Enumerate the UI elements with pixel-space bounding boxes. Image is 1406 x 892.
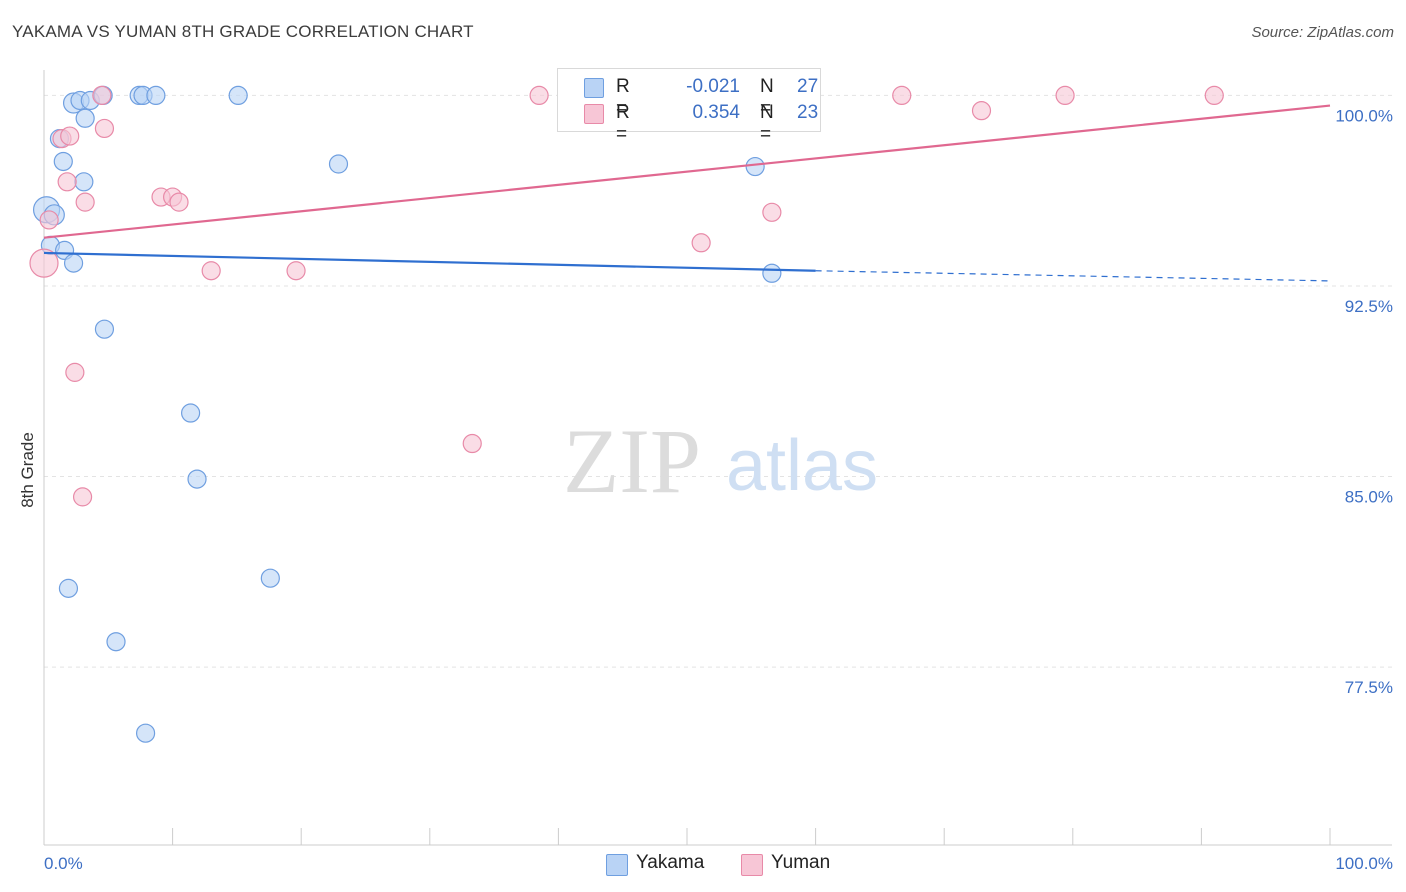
yuman-point xyxy=(57,172,77,192)
yuman-point xyxy=(94,118,115,139)
yuman-point xyxy=(39,210,59,230)
legend-r-value-yuman: 0.354 xyxy=(692,102,740,123)
yakama-point xyxy=(328,154,349,174)
yakama-point xyxy=(146,85,166,106)
legend-r-label: R = xyxy=(616,102,630,145)
y-tick-label: 77.5% xyxy=(1345,678,1393,697)
bottom-legend-swatch-yuman xyxy=(741,854,763,876)
y-axis-title: 8th Grade xyxy=(18,432,37,508)
yuman-point xyxy=(762,202,782,222)
legend-n-value-yakama: 27 xyxy=(797,76,819,97)
x-tick-label: 0.0% xyxy=(44,854,83,873)
yakama-point xyxy=(75,108,95,128)
yuman-trend-line xyxy=(43,104,1331,239)
yakama-point xyxy=(53,151,73,172)
grid-layer xyxy=(44,94,1392,668)
watermark-zip: ZIP xyxy=(563,410,701,512)
yakama-point xyxy=(94,319,115,339)
yakama-point xyxy=(58,578,79,598)
yuman-point xyxy=(529,85,549,106)
yuman-point xyxy=(72,487,93,507)
legend-r-label: R = xyxy=(616,76,630,119)
yuman-point xyxy=(75,192,95,212)
label-layer: 77.5% 85.0% 92.5% 100.0% 0.0% 100.0% xyxy=(44,106,1393,873)
yakama-point xyxy=(228,85,248,106)
yakama-point xyxy=(762,263,782,283)
yuman-point xyxy=(971,101,992,121)
legend-swatch-yakama xyxy=(584,78,604,98)
x-tick-label: 100.0% xyxy=(1335,854,1393,873)
yuman-point xyxy=(892,85,912,106)
points-layer xyxy=(29,85,1224,743)
y-tick-label: 85.0% xyxy=(1345,488,1393,507)
yuman-point xyxy=(29,248,59,278)
y-tick-label: 92.5% xyxy=(1345,297,1393,316)
legend-r-value-yakama: -0.021 xyxy=(686,76,740,97)
yuman-point xyxy=(92,85,112,106)
yuman-point xyxy=(65,362,85,382)
yuman-point xyxy=(286,261,306,281)
watermark-atlas: atlas xyxy=(726,426,878,506)
yakama-point xyxy=(181,403,201,423)
yuman-point xyxy=(462,433,482,454)
axis-layer xyxy=(43,70,1392,846)
legend-n-label: N = xyxy=(760,76,774,119)
yakama-point xyxy=(74,172,94,192)
yuman-point xyxy=(201,261,221,281)
yakama-point xyxy=(187,469,207,489)
trend-layer xyxy=(43,104,1331,282)
bottom-legend-label-yuman: Yuman xyxy=(771,852,831,873)
yakama-point xyxy=(745,156,765,177)
yuman-point xyxy=(1204,85,1224,106)
yuman-point xyxy=(1055,85,1075,106)
yakama-point xyxy=(106,632,126,652)
y-tick-label: 100.0% xyxy=(1335,106,1393,125)
yuman-point xyxy=(60,126,80,146)
legend-swatch-yuman xyxy=(584,104,604,124)
yakama-trend-extension xyxy=(815,270,1331,282)
yakama-point xyxy=(135,723,156,743)
bottom-legend-label-yakama: Yakama xyxy=(636,852,705,873)
yuman-point xyxy=(169,192,189,212)
source-label: Source: ZipAtlas.com xyxy=(1251,24,1394,41)
bottom-legend-swatch-yakama xyxy=(606,854,628,876)
yakama-trend-line xyxy=(43,251,816,272)
legend-n-label: N = xyxy=(760,102,774,145)
legend-n-value-yuman: 23 xyxy=(797,102,819,123)
yuman-point xyxy=(691,233,711,253)
correlation-legend: R = -0.021 N = 27 R = 0.354 N = 23 xyxy=(557,68,821,145)
yakama-point xyxy=(63,253,84,273)
chart-title: YAKAMA VS YUMAN 8TH GRADE CORRELATION CH… xyxy=(12,22,474,41)
yakama-point xyxy=(260,568,280,588)
